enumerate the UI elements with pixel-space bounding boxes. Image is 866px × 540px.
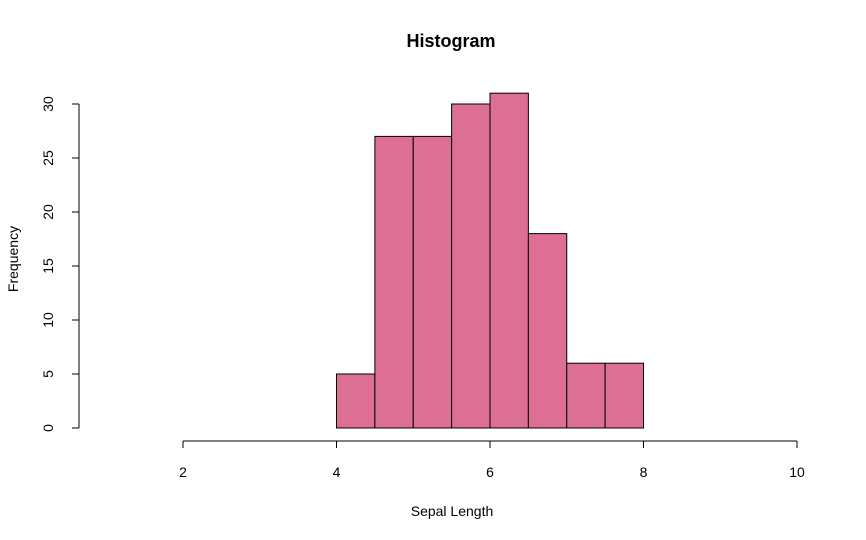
x-tick-label: 6 [486,464,494,480]
histogram-bar-3 [412,135,453,429]
histogram-bar-1 [336,373,376,429]
histogram-bar-6 [527,233,568,429]
bars [336,92,644,429]
x-tick-label: 4 [333,464,341,480]
x-axis-label: Sepal Length [411,503,494,519]
y-tick-label: 20 [40,204,56,220]
x-axis: 2 4 6 8 10 [179,440,805,480]
y-axis: 0 5 10 15 20 25 30 [40,96,80,432]
x-tick-label: 10 [789,464,805,480]
histogram-bar-4 [451,103,491,429]
histogram-bar-5 [489,92,529,429]
y-tick-label: 30 [40,96,56,112]
x-tick-label: 2 [179,464,187,480]
chart-title: Histogram [406,31,495,51]
y-tick-label: 5 [40,370,56,378]
histogram-bar-2 [374,135,414,429]
y-tick-label: 25 [40,150,56,166]
y-tick-label: 0 [40,424,56,432]
y-axis-label: Frequency [5,226,21,292]
y-tick-label: 10 [40,312,56,328]
histogram-bar-7 [566,362,606,429]
x-tick-label: 8 [640,464,648,480]
y-tick-label: 15 [40,258,56,274]
histogram-bar-8 [604,362,644,429]
